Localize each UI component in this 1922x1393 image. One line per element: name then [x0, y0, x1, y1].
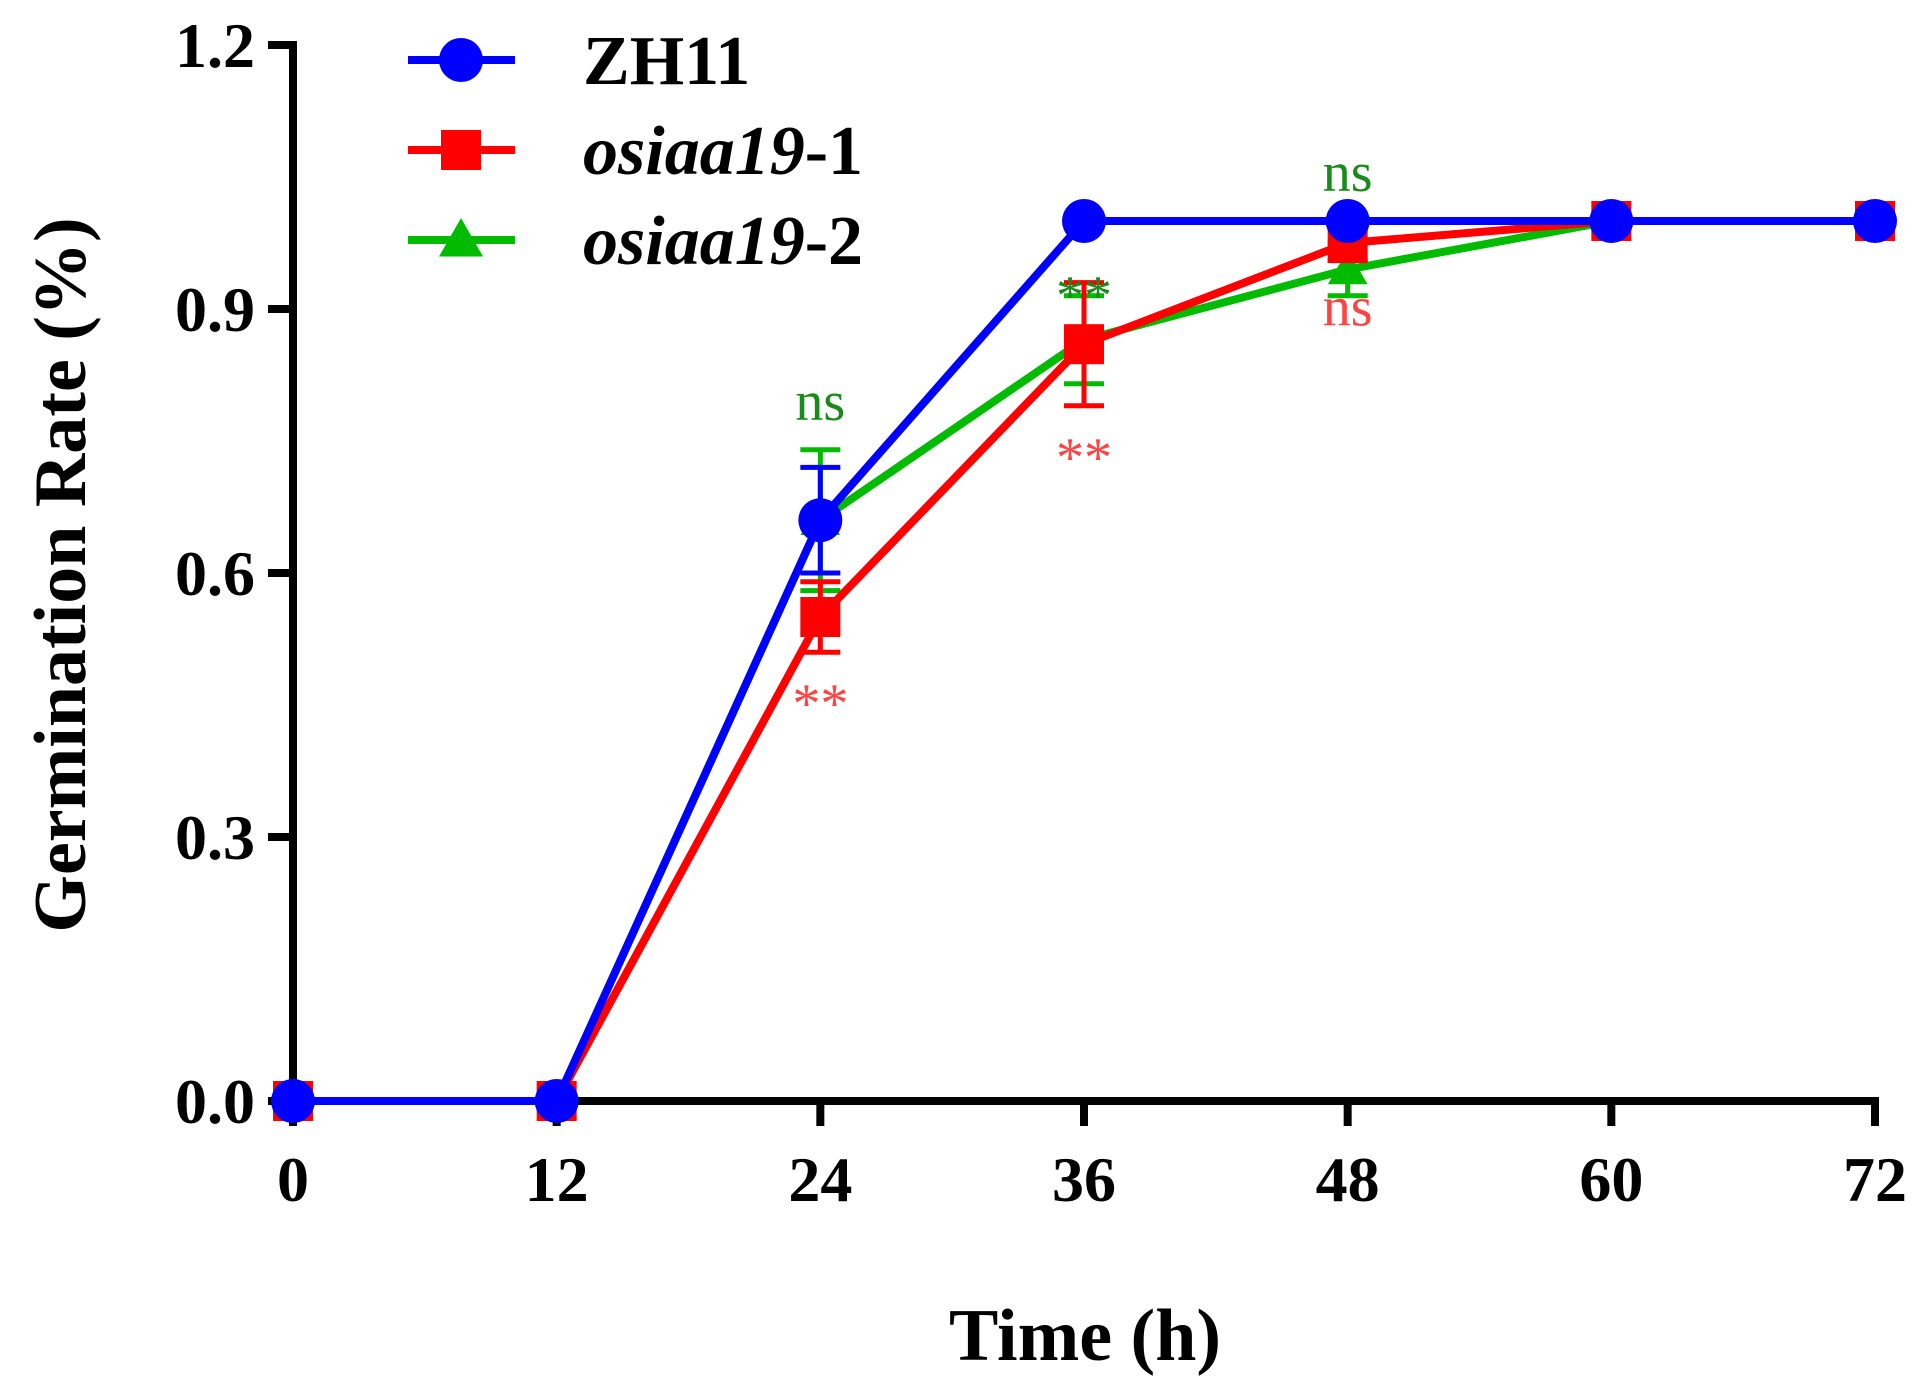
legend-item-osiaa19-2: osiaa19-2 — [408, 203, 863, 280]
significance-annotation: ** — [792, 673, 848, 735]
significance-annotation: ns — [1323, 142, 1373, 204]
annotation-layer: ns ** ** ** ns ns — [792, 142, 1372, 735]
x-tick-label: 12 — [525, 1144, 589, 1215]
data-point — [534, 1079, 579, 1123]
x-tick-label: 24 — [788, 1144, 852, 1215]
data-point — [1062, 199, 1106, 243]
significance-annotation: ** — [1056, 265, 1112, 327]
y-axis-label: Germination Rate (%) — [20, 217, 102, 932]
data-point — [1853, 199, 1897, 243]
legend-label-italic: osiaa19 — [583, 113, 805, 190]
data-point — [1325, 199, 1370, 243]
x-axis-label: Time (h) — [949, 1295, 1221, 1377]
significance-annotation: ** — [1056, 427, 1112, 489]
legend-label: osiaa19-2 — [583, 203, 863, 280]
series-osiaa19-1 — [273, 201, 1895, 1121]
x-tick-label: 0 — [277, 1144, 309, 1215]
legend-marker — [439, 218, 483, 257]
legend-marker — [441, 130, 481, 170]
legend-label-suffix: ZH11 — [583, 23, 750, 100]
x-tick-label: 60 — [1579, 1144, 1643, 1215]
significance-annotation: ns — [795, 371, 845, 433]
legend-item-ZH11: ZH11 — [408, 23, 750, 100]
legend-item-osiaa19-1: osiaa19-1 — [408, 113, 863, 190]
series-ZH11 — [271, 199, 1897, 1123]
legend-label-italic: osiaa19 — [583, 203, 805, 280]
data-point — [1327, 249, 1368, 285]
legend-label: ZH11 — [583, 23, 750, 100]
data-point — [1589, 199, 1634, 243]
y-tick-label: 0.9 — [175, 274, 255, 345]
data-point — [800, 597, 841, 637]
y-tick-label: 0.6 — [175, 538, 255, 609]
data-point — [271, 1079, 315, 1123]
legend-marker — [439, 38, 483, 82]
y-tick-label: 1.2 — [175, 10, 255, 81]
significance-annotation: ns — [1323, 277, 1373, 339]
axes: 0.0 0.3 0.6 0.9 1.2 0 12 24 36 48 60 72 — [175, 10, 1907, 1215]
data-point — [1064, 324, 1104, 365]
x-tick-label: 72 — [1843, 1144, 1907, 1215]
x-tick-label: 36 — [1052, 1144, 1116, 1215]
legend-label-suffix: -1 — [805, 113, 863, 190]
data-point — [798, 498, 843, 543]
y-tick-label: 0.0 — [175, 1066, 255, 1137]
y-tick-label: 0.3 — [175, 802, 255, 873]
legend-label-suffix: -2 — [805, 203, 863, 280]
x-tick-label: 48 — [1316, 1144, 1380, 1215]
series-layer — [271, 199, 1897, 1123]
legend-label: osiaa19-1 — [583, 113, 863, 190]
